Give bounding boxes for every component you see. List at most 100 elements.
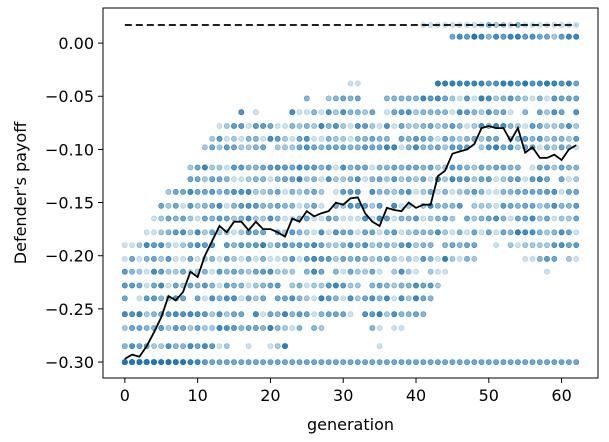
scatter-point bbox=[354, 95, 361, 102]
scatter-point bbox=[303, 176, 310, 183]
scatter-point bbox=[558, 215, 565, 222]
scatter-point bbox=[558, 176, 565, 183]
scatter-point bbox=[216, 359, 223, 365]
scatter-point bbox=[573, 215, 580, 222]
scatter-point bbox=[318, 255, 325, 262]
scatter-point bbox=[216, 135, 223, 142]
scatter-point bbox=[456, 359, 463, 365]
scatter-point bbox=[311, 144, 317, 151]
scatter-point bbox=[216, 202, 223, 209]
scatter-point bbox=[332, 282, 339, 289]
scatter-point bbox=[318, 202, 325, 209]
scatter-point bbox=[274, 164, 281, 171]
scatter-point bbox=[143, 242, 150, 248]
scatter-point bbox=[340, 268, 347, 275]
scatter-point bbox=[172, 282, 179, 289]
scatter-point bbox=[209, 188, 216, 195]
scatter-point bbox=[129, 359, 135, 365]
scatter-point bbox=[209, 295, 216, 302]
scatter-point bbox=[136, 325, 143, 331]
scatter-point bbox=[165, 343, 172, 349]
scatter-point bbox=[245, 282, 252, 289]
scatter-point bbox=[194, 343, 201, 349]
scatter-point bbox=[136, 359, 143, 365]
scatter-point bbox=[121, 359, 128, 365]
scatter-point bbox=[354, 229, 361, 236]
scatter-point bbox=[194, 359, 201, 365]
scatter-point bbox=[143, 295, 150, 302]
scatter-point bbox=[121, 242, 128, 248]
scatter-point bbox=[129, 268, 135, 275]
scatter-point bbox=[180, 215, 186, 222]
scatter-point bbox=[201, 282, 208, 289]
scatter-point bbox=[151, 359, 157, 365]
scatter-point bbox=[471, 188, 478, 195]
scatter-point bbox=[194, 255, 201, 262]
scatter-point bbox=[449, 80, 456, 87]
scatter-point bbox=[158, 325, 165, 331]
scatter-point bbox=[413, 135, 419, 142]
scatter-point bbox=[136, 282, 143, 289]
scatter-point bbox=[325, 95, 332, 102]
scatter-point bbox=[136, 359, 143, 365]
scatter-point bbox=[201, 343, 208, 349]
scatter-point bbox=[187, 359, 194, 365]
scatter-point bbox=[420, 215, 427, 222]
scatter-point bbox=[471, 255, 478, 262]
scatter-point bbox=[529, 215, 536, 222]
scatter-point bbox=[201, 144, 208, 151]
scatter-point bbox=[536, 80, 543, 87]
scatter-point bbox=[209, 215, 216, 222]
scatter-point bbox=[158, 242, 165, 248]
scatter-point bbox=[201, 202, 208, 209]
scatter-point bbox=[158, 359, 165, 365]
scatter-point bbox=[143, 359, 150, 365]
scatter-point bbox=[151, 242, 157, 248]
scatter-point bbox=[340, 123, 347, 129]
scatter-point bbox=[544, 242, 550, 248]
scatter-point bbox=[165, 325, 172, 331]
scatter-point bbox=[172, 202, 179, 209]
scatter-point bbox=[223, 359, 230, 365]
scatter-point bbox=[158, 359, 165, 365]
scatter-point bbox=[398, 295, 405, 302]
scatter-point bbox=[413, 188, 419, 195]
scatter-point bbox=[289, 109, 296, 116]
scatter-point bbox=[573, 255, 580, 262]
scatter-point bbox=[165, 311, 172, 318]
scatter-point bbox=[376, 311, 383, 318]
scatter-point bbox=[296, 202, 303, 209]
scatter-point bbox=[522, 95, 529, 102]
scatter-point bbox=[209, 144, 216, 151]
scatter-point bbox=[129, 343, 135, 349]
scatter-point bbox=[464, 188, 470, 195]
scatter-point bbox=[405, 295, 412, 302]
y-tick-label: −0.15 bbox=[45, 194, 94, 213]
scatter-point bbox=[347, 95, 354, 102]
scatter-point bbox=[551, 255, 558, 262]
scatter-point bbox=[558, 202, 565, 209]
scatter-point bbox=[325, 164, 332, 171]
scatter-point bbox=[566, 255, 572, 262]
scatter-point bbox=[529, 255, 536, 262]
scatter-point bbox=[354, 144, 361, 151]
scatter-point bbox=[136, 359, 143, 365]
scatter-point bbox=[143, 325, 150, 331]
scatter-point bbox=[507, 176, 514, 183]
scatter-point bbox=[194, 242, 201, 248]
scatter-point bbox=[121, 282, 128, 289]
scatter-point bbox=[136, 242, 143, 248]
scatter-point bbox=[223, 144, 230, 151]
scatter-point bbox=[303, 144, 310, 151]
scatter-point bbox=[398, 359, 405, 365]
scatter-point bbox=[347, 311, 354, 318]
scatter-point bbox=[405, 255, 412, 262]
scatter-point bbox=[231, 282, 237, 289]
scatter-point bbox=[536, 164, 543, 171]
scatter-point bbox=[376, 202, 383, 209]
scatter-point bbox=[143, 295, 150, 302]
scatter-point bbox=[129, 359, 135, 365]
scatter-point bbox=[413, 95, 419, 102]
scatter-point bbox=[252, 135, 259, 142]
scatter-point bbox=[172, 188, 179, 195]
